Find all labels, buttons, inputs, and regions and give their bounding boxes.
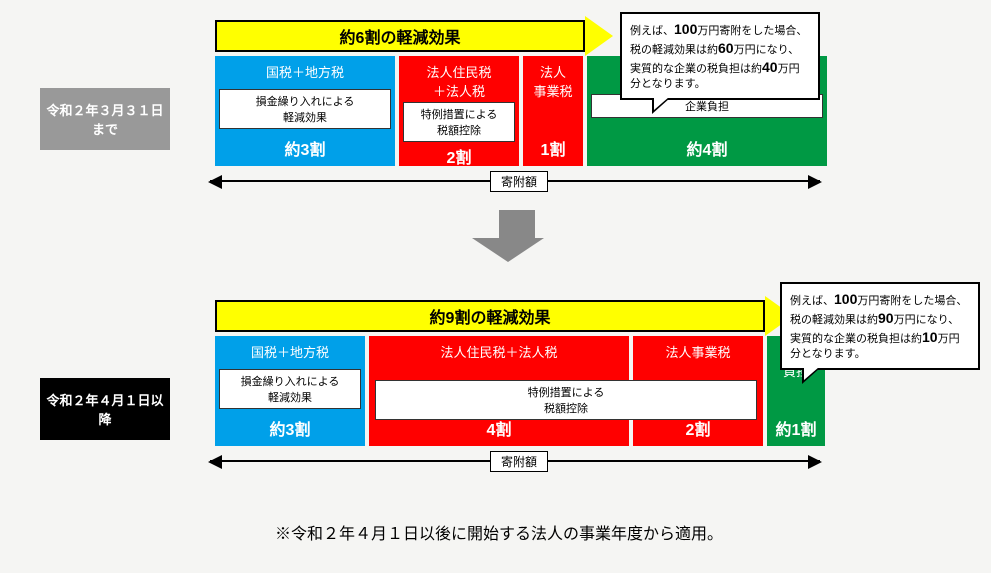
speech-after-text: 例えば、100万円寄附をした場合、税の軽減効果は約90万円になり、実質的な企業の…: [790, 295, 967, 360]
header-after-text: 約9割の軽減効果: [430, 304, 551, 328]
box-ratio: 1割: [527, 136, 579, 160]
axis-label-before: 寄附額: [490, 171, 548, 192]
speech-after: 例えば、100万円寄附をした場合、税の軽減効果は約90万円になり、実質的な企業の…: [780, 282, 980, 370]
box-title: 法人住民税＋法人税: [403, 62, 515, 100]
tax-box: 法人住民税＋法人税特例措置による税額控除2割: [399, 56, 519, 166]
speech-before: 例えば、100万円寄附をした場合、税の軽減効果は約60万円になり、実質的な企業の…: [620, 12, 820, 100]
box-title: 法人住民税＋法人税: [373, 342, 625, 361]
header-arrow-after: 約9割の軽減効果: [215, 300, 795, 332]
tax-box: 法人事業税 1割: [523, 56, 583, 166]
date-label-after: 令和２年４月１日以降: [40, 378, 170, 440]
date-label-before: 令和２年３月３１日まで: [40, 88, 170, 150]
tax-box: 国税＋地方税損金繰り入れによる軽減効果約3割: [215, 56, 395, 166]
speech-before-text: 例えば、100万円寄附をした場合、税の軽減効果は約60万円になり、実質的な企業の…: [630, 25, 807, 90]
footnote: ※令和２年４月１日以後に開始する法人の事業年度から適用。: [275, 520, 723, 544]
box-title: 法人事業税: [637, 342, 759, 361]
box-ratio: 2割: [403, 144, 515, 168]
box-title: 国税＋地方税: [219, 62, 391, 81]
box-ratio: 約4割: [591, 136, 823, 160]
box-ratio: 約1割: [771, 416, 821, 440]
box-ratio: 約3割: [219, 136, 391, 160]
tax-box: 国税＋地方税損金繰り入れによる軽減効果約3割: [215, 336, 365, 446]
box-sub: 特例措置による税額控除: [403, 102, 515, 142]
header-arrow-before: 約6割の軽減効果: [215, 20, 615, 52]
box-sub: 損金繰り入れによる軽減効果: [219, 369, 361, 409]
box-sub: 損金繰り入れによる軽減効果: [219, 89, 391, 129]
axis-label-after: 寄附額: [490, 451, 548, 472]
after-boxes-row: 国税＋地方税損金繰り入れによる軽減効果約3割法人住民税＋法人税特例措置による税額…: [215, 336, 829, 446]
box-title: 国税＋地方税: [219, 342, 361, 361]
box-ratio: 約3割: [219, 416, 361, 440]
down-arrow-icon: [490, 210, 544, 262]
box-title: 法人事業税: [527, 62, 579, 100]
header-before-text: 約6割の軽減効果: [340, 24, 461, 48]
shared-sub-after: 特例措置による税額控除: [375, 380, 757, 420]
